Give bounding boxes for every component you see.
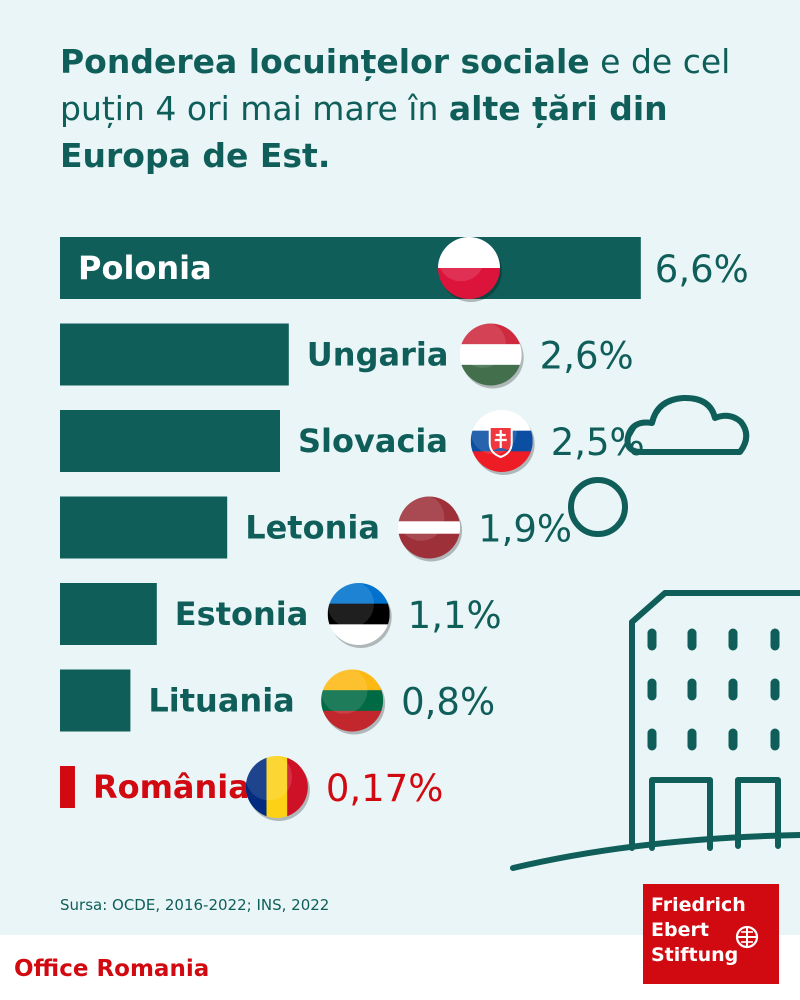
bar-slovacia <box>60 410 280 472</box>
building-outline <box>629 590 800 851</box>
logo-globe-icon <box>735 925 759 949</box>
bar-polonia <box>60 237 641 299</box>
category-label: Slovacia <box>298 422 448 460</box>
category-label: România <box>93 768 250 806</box>
building-illustration <box>510 394 800 871</box>
poland-flag-icon <box>438 237 502 302</box>
category-label: Ungaria <box>307 336 449 374</box>
romania-flag-icon <box>245 756 310 821</box>
latvia-flag-icon <box>398 496 463 562</box>
building-door-right <box>735 777 781 849</box>
category-label: Letonia <box>245 509 380 547</box>
bar-românia <box>60 766 75 808</box>
hungary-flag-icon <box>459 323 524 389</box>
bar-ungaria <box>60 323 289 386</box>
category-label: Estonia <box>175 595 309 633</box>
building-windows <box>647 628 780 751</box>
bar-letonia <box>60 496 228 559</box>
estonia-flag-icon <box>327 583 392 648</box>
building-door-left <box>649 777 713 851</box>
office-label: Office Romania <box>14 956 210 982</box>
category-label: Lituania <box>148 682 294 720</box>
category-label: Polonia <box>78 249 212 287</box>
value-label: 0,8% <box>401 681 495 724</box>
value-label: 1,9% <box>478 508 572 551</box>
logo-line-2: Ebert <box>651 919 709 941</box>
ground-line <box>510 832 800 871</box>
sun-circle <box>568 477 628 537</box>
bar-estonia <box>60 583 157 645</box>
source-note: Sursa: OCDE, 2016-2022; INS, 2022 <box>60 896 330 914</box>
cloud-icon <box>624 394 750 455</box>
value-label: 2,6% <box>540 335 634 378</box>
value-label: 1,1% <box>408 594 502 637</box>
logo-line-3: Stiftung <box>651 944 739 966</box>
slovakia-flag-icon <box>470 410 535 475</box>
bar-chart: Polonia 6,6% Ungaria 2,6% Slovacia 2,5% Letoni… <box>60 237 749 821</box>
page-title: Ponderea locuințelor sociale e de cel pu… <box>60 42 731 175</box>
infographic-panel: Ponderea locuințelor sociale e de cel pu… <box>0 0 800 935</box>
bar-lituania <box>60 669 131 732</box>
logo-line-1: Friedrich <box>651 894 746 916</box>
value-label: 6,6% <box>655 248 749 291</box>
fes-logo: Friedrich Ebert Stiftung <box>643 884 779 984</box>
value-label: 2,5% <box>551 421 645 464</box>
value-label: 0,17% <box>326 767 444 810</box>
lithuania-flag-icon <box>321 669 386 735</box>
